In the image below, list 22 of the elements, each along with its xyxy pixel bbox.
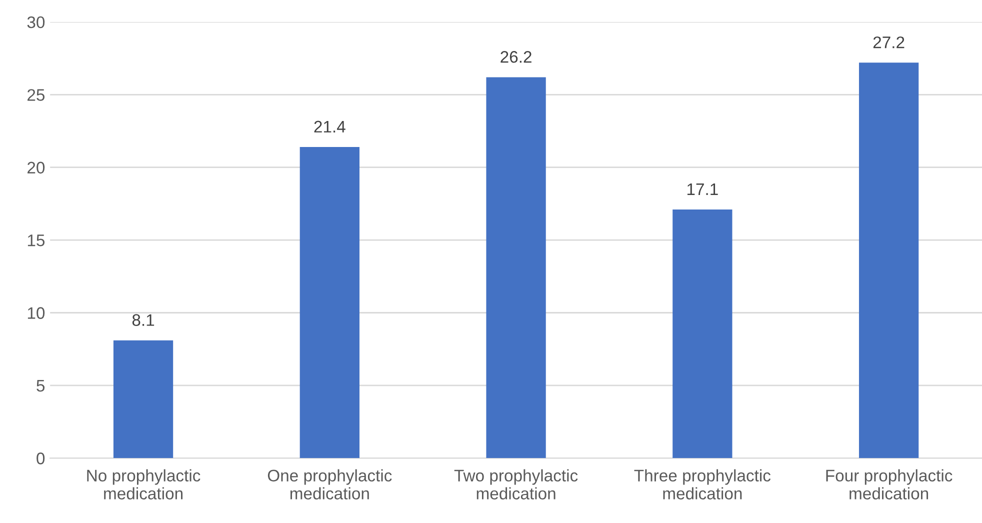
y-tick-label: 10 <box>28 307 45 319</box>
bar <box>672 210 732 458</box>
y-tick-label: 30 <box>27 16 45 28</box>
bar <box>858 62 919 458</box>
y-tick-label: 5 <box>36 380 45 392</box>
bar <box>113 340 174 458</box>
data-label: 27.2 <box>873 36 904 48</box>
x-tick-label: Three prophylactic medication <box>634 469 771 500</box>
x-tick-label: No prophylactic medication <box>87 469 200 500</box>
x-tick-label: Two prophylactic medication <box>454 469 578 500</box>
bar <box>300 147 360 458</box>
data-label: 8.1 <box>132 314 154 326</box>
y-tick-label: 15 <box>28 234 45 246</box>
y-tick-label: 25 <box>28 89 45 101</box>
data-label: 26.2 <box>500 51 532 63</box>
y-tick-label: 0 <box>36 452 45 464</box>
data-label: 17.1 <box>687 183 718 195</box>
bar <box>486 77 546 458</box>
x-tick-label: One prophylactic medication <box>268 469 392 500</box>
x-tick-label: Four prophylactic medication <box>826 469 952 500</box>
y-tick-label: 20 <box>28 162 45 174</box>
data-label: 21.4 <box>314 120 346 132</box>
